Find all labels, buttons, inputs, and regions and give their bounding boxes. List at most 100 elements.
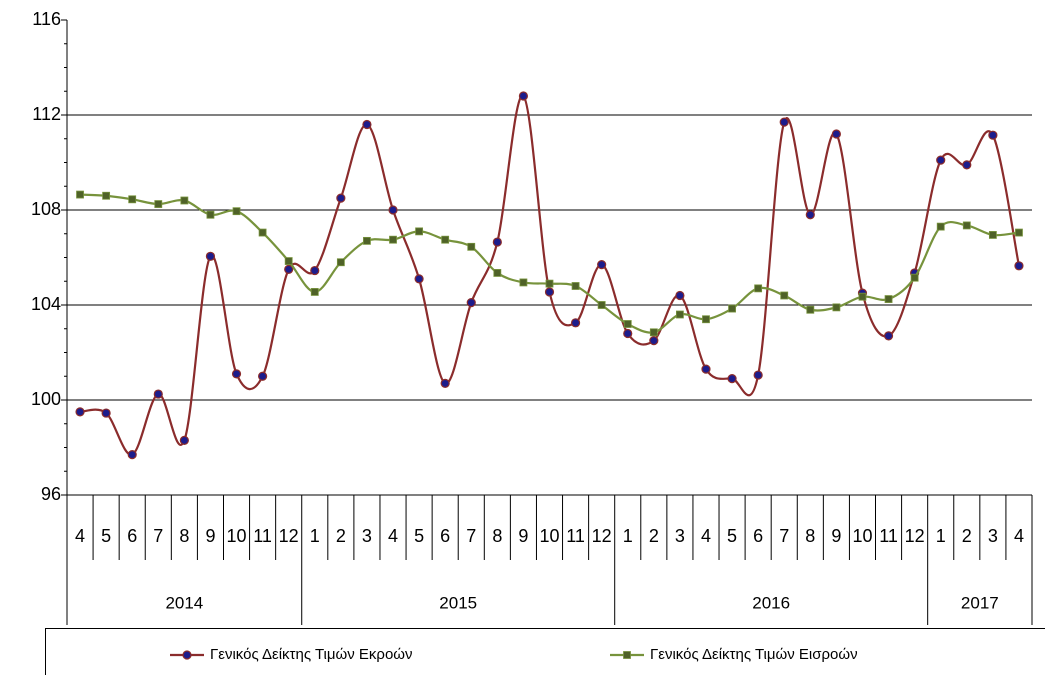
y-tick-label: 116 xyxy=(32,9,61,29)
x-tick-label: 8 xyxy=(179,526,189,546)
point xyxy=(649,336,659,346)
y-tick-label: 96 xyxy=(41,484,61,504)
point xyxy=(936,222,945,231)
point xyxy=(336,258,345,267)
x-tick-label: 10 xyxy=(539,526,559,546)
point xyxy=(284,264,294,274)
point xyxy=(754,284,763,293)
point xyxy=(128,195,137,204)
x-tick-label: 3 xyxy=(988,526,998,546)
x-tick-label: 10 xyxy=(852,526,872,546)
x-tick-label: 11 xyxy=(566,526,585,546)
point xyxy=(988,231,997,239)
x-tick-label: 4 xyxy=(388,526,398,546)
point xyxy=(1015,228,1023,237)
point xyxy=(597,260,607,270)
x-tick-label: 12 xyxy=(279,526,299,546)
point xyxy=(675,290,685,301)
point xyxy=(649,328,658,337)
point xyxy=(493,269,502,277)
point xyxy=(519,278,528,287)
x-tick-label: 2 xyxy=(649,526,659,546)
year-label: 2014 xyxy=(165,593,203,612)
point xyxy=(310,288,319,296)
x-tick-label: 3 xyxy=(362,526,372,546)
x-tick-label: 12 xyxy=(905,526,925,546)
point xyxy=(676,310,684,319)
point xyxy=(388,205,398,215)
point xyxy=(883,331,894,341)
year-label: 2016 xyxy=(752,593,790,612)
x-tick-label: 8 xyxy=(805,526,815,546)
point xyxy=(701,364,711,374)
point xyxy=(336,193,346,203)
point xyxy=(205,251,216,261)
x-tick-label: 7 xyxy=(779,526,789,546)
x-tick-label: 6 xyxy=(753,526,763,546)
point xyxy=(182,650,192,660)
point xyxy=(884,295,893,303)
y-tick-label: 108 xyxy=(31,199,61,219)
x-tick-label: 5 xyxy=(101,526,111,546)
point xyxy=(805,210,815,220)
x-tick-label: 7 xyxy=(153,526,163,546)
point xyxy=(284,257,293,265)
y-tick-label: 112 xyxy=(32,104,61,124)
point xyxy=(258,371,268,381)
x-tick-label: 4 xyxy=(1014,526,1024,546)
point xyxy=(363,236,371,245)
point xyxy=(623,651,631,659)
x-tick-label: 3 xyxy=(675,526,685,546)
x-tick-label: 6 xyxy=(440,526,450,546)
point xyxy=(988,130,998,140)
point xyxy=(910,273,919,282)
point xyxy=(570,318,581,328)
point xyxy=(597,301,606,309)
legend-box xyxy=(45,628,1045,675)
point xyxy=(832,303,841,312)
point xyxy=(179,435,189,445)
y-tick-label: 100 xyxy=(31,389,61,409)
point xyxy=(544,287,555,297)
point xyxy=(415,227,423,236)
point xyxy=(962,221,971,230)
x-tick-label: 11 xyxy=(253,526,272,546)
point xyxy=(153,389,163,399)
point xyxy=(154,200,163,208)
point xyxy=(180,196,189,205)
point xyxy=(936,155,946,165)
point xyxy=(389,235,397,244)
point xyxy=(127,450,137,460)
x-tick-label: 10 xyxy=(227,526,247,546)
point xyxy=(467,242,476,251)
point xyxy=(206,210,215,219)
point xyxy=(492,237,502,247)
series-line xyxy=(79,193,1020,334)
x-tick-label: 8 xyxy=(492,526,502,546)
x-tick-label: 2 xyxy=(336,526,346,546)
point xyxy=(623,328,633,339)
x-tick-label: 9 xyxy=(518,526,528,546)
x-tick-label: 12 xyxy=(592,526,612,546)
year-label: 2017 xyxy=(961,593,999,612)
point xyxy=(728,304,736,313)
point xyxy=(702,315,710,324)
point xyxy=(441,235,450,244)
point xyxy=(101,408,111,418)
x-tick-label: 5 xyxy=(414,526,424,546)
point xyxy=(258,228,267,237)
point xyxy=(310,265,320,276)
point xyxy=(1014,261,1024,271)
x-tick-label: 4 xyxy=(75,526,85,546)
x-tick-label: 9 xyxy=(205,526,215,546)
point xyxy=(414,274,424,284)
point xyxy=(466,298,476,308)
point xyxy=(779,117,789,127)
x-tick-label: 5 xyxy=(727,526,737,546)
point xyxy=(545,279,554,288)
x-tick-label: 1 xyxy=(936,526,946,546)
point xyxy=(102,191,111,200)
y-tick-label: 104 xyxy=(31,294,61,314)
legend-label: Γενικός Δείκτης Τιμών Εισροών xyxy=(650,646,858,663)
